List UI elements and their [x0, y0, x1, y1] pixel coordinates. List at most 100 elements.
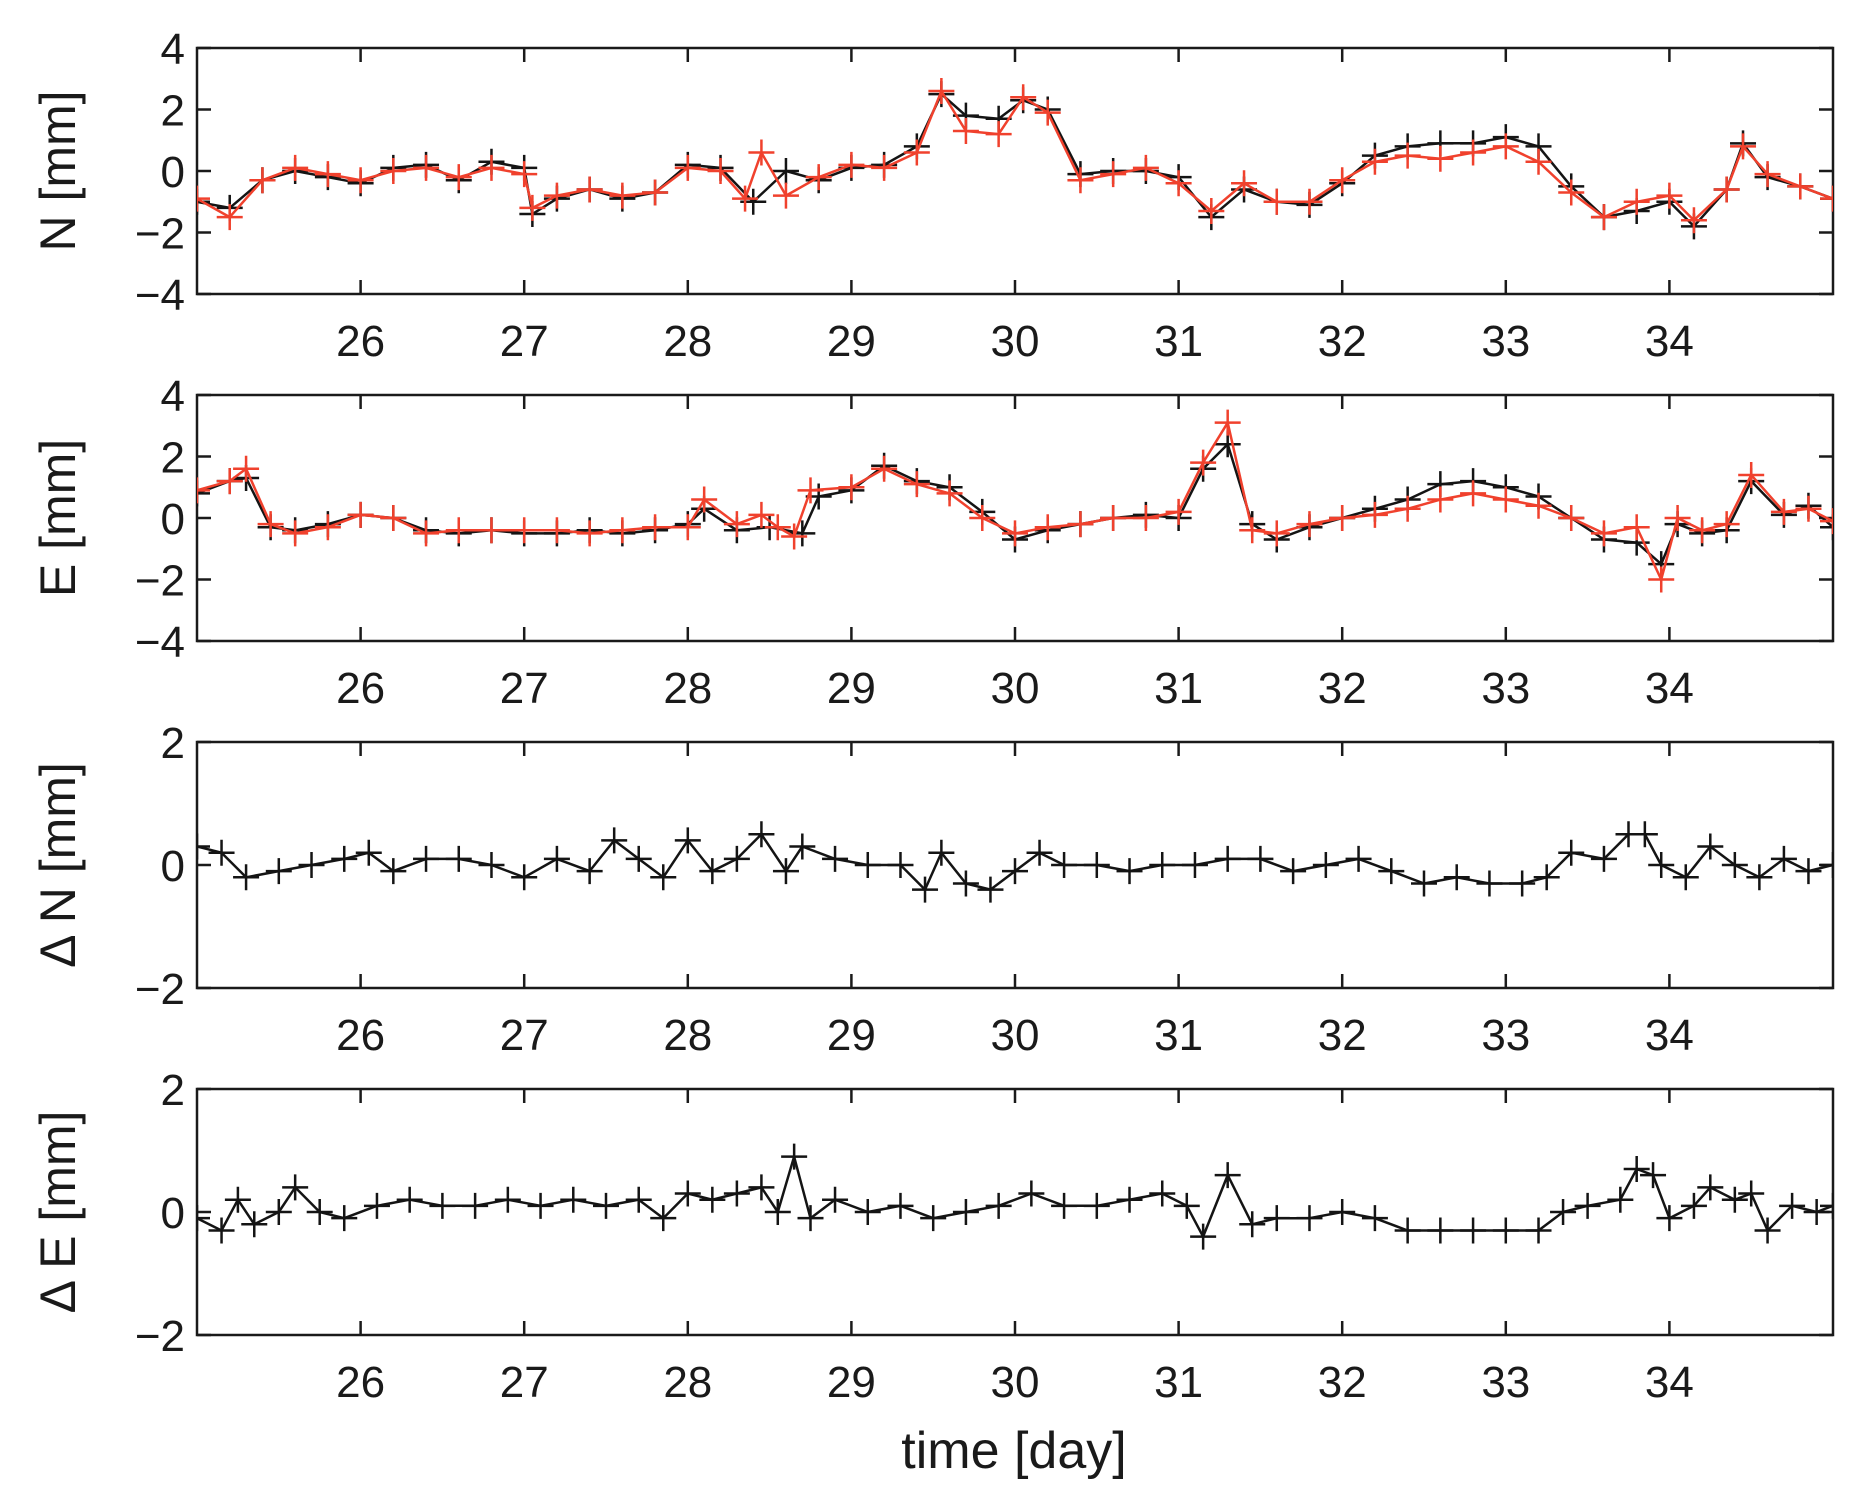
data-point-red-n [1100, 161, 1127, 188]
data-point-difference-dn [1672, 864, 1699, 891]
data-point-red-e [1795, 495, 1822, 522]
data-point-difference-dn [674, 827, 701, 854]
data-point-difference-de [1329, 1199, 1356, 1225]
data-point-red-n [805, 164, 832, 191]
y-axis-label-delta-n: Δ N [mm] [30, 762, 86, 968]
data-point-red-e [314, 514, 341, 541]
data-point-red-e [969, 505, 996, 531]
data-point-difference-dn [1247, 845, 1274, 872]
data-point-red-n [445, 164, 472, 191]
data-point-red-n [1656, 182, 1683, 209]
x-tick-label-e: 26 [336, 664, 385, 713]
data-point-difference-dn [928, 839, 955, 866]
data-point-red-n [1329, 167, 1356, 194]
data-point-red-e [1713, 511, 1740, 538]
data-point-difference-de [920, 1205, 947, 1232]
data-point-black-e [1820, 514, 1833, 541]
data-point-difference-de [1721, 1186, 1748, 1213]
data-point-red-n [1427, 145, 1454, 172]
data-point-difference-dn [233, 864, 260, 891]
data-point-red-e [413, 520, 440, 547]
data-point-difference-de [1051, 1192, 1078, 1219]
data-point-difference-dn [197, 833, 210, 860]
data-point-red-n [903, 139, 930, 166]
data-point-difference-de [1738, 1180, 1765, 1207]
data-point-difference-dn [1083, 852, 1110, 878]
x-tick-label-e: 33 [1481, 664, 1530, 713]
data-point-difference-de [1427, 1217, 1454, 1244]
x-tick-label-n: 34 [1645, 317, 1694, 366]
data-point-red-e [543, 517, 570, 544]
data-point-difference-de [1083, 1192, 1110, 1219]
data-point-difference-dn [887, 852, 914, 878]
data-point-difference-de [593, 1192, 619, 1219]
x-tick-label-de: 26 [336, 1358, 385, 1407]
data-point-difference-dn [576, 858, 603, 885]
data-point-difference-de [527, 1192, 554, 1219]
data-point-red-e [1067, 511, 1094, 538]
data-point-red-e [1296, 511, 1323, 538]
series-difference-dn [197, 821, 1833, 903]
data-point-difference-de [462, 1192, 489, 1219]
data-point-difference-dn [1002, 858, 1028, 885]
data-point-red-e [1623, 514, 1650, 541]
x-tick-label-e: 32 [1318, 664, 1367, 713]
data-point-red-n [642, 179, 669, 206]
x-tick-label-de: 28 [663, 1358, 712, 1407]
y-tick-label-dn: −2 [135, 965, 185, 1014]
data-point-difference-de [282, 1174, 309, 1201]
data-point-red-e [257, 511, 284, 538]
data-point-difference-dn [854, 852, 881, 878]
data-point-red-e [445, 517, 472, 544]
data-point-difference-de [1550, 1199, 1577, 1225]
x-tick-label-de: 33 [1481, 1358, 1530, 1407]
data-point-difference-dn [977, 876, 1004, 903]
data-point-difference-dn [1026, 839, 1053, 866]
data-point-red-e [1263, 520, 1290, 547]
data-point-red-e [1689, 517, 1716, 544]
data-point-red-e [347, 501, 374, 528]
data-point-difference-dn [1181, 852, 1208, 878]
data-point-difference-de [781, 1143, 808, 1170]
data-point-red-n [1492, 133, 1519, 160]
data-point-red-n [838, 151, 865, 178]
data-point-difference-dn [1411, 870, 1437, 897]
data-point-difference-dn [1533, 864, 1560, 891]
data-point-red-e [838, 474, 865, 501]
data-point-difference-dn [298, 852, 325, 878]
data-point-difference-de [265, 1199, 292, 1225]
data-point-difference-de [1803, 1199, 1830, 1225]
x-tick-label-e: 27 [500, 664, 549, 713]
data-point-difference-de [1680, 1192, 1707, 1219]
data-point-difference-de [1190, 1223, 1217, 1250]
data-point-red-e [576, 520, 603, 547]
x-tick-label-de: 30 [991, 1358, 1040, 1407]
x-tick-label-de: 34 [1645, 1358, 1694, 1407]
data-point-black-n [772, 158, 799, 184]
data-point-red-e [1394, 495, 1421, 522]
data-point-difference-de [331, 1205, 358, 1232]
data-point-difference-dn [789, 833, 816, 860]
y-tick-label-e: −2 [135, 557, 185, 606]
data-point-difference-de [1394, 1217, 1421, 1244]
data-point-red-n [1296, 188, 1323, 215]
y-tick-label-dn: 2 [161, 719, 185, 768]
data-point-red-n [413, 154, 440, 181]
data-point-difference-dn [1345, 845, 1372, 872]
data-point-difference-de [1214, 1162, 1241, 1189]
data-point-red-n [380, 158, 407, 184]
data-point-red-n [928, 78, 955, 105]
data-point-difference-dn [413, 845, 440, 872]
data-point-red-n [347, 167, 374, 194]
data-point-difference-de [854, 1199, 881, 1225]
data-point-red-n [1820, 185, 1833, 212]
data-point-difference-dn [265, 858, 292, 885]
data-point-difference-dn [601, 827, 628, 854]
chart-panel-delta-n: Δ N [mm] 26 27 28 29 30 31 32 33 34 −2 0 2 [30, 719, 1835, 1060]
data-point-black-n [197, 188, 210, 215]
data-point-red-n [1263, 188, 1290, 215]
data-point-red-n [1623, 188, 1650, 215]
data-point-red-e [1002, 520, 1028, 547]
data-point-red-e [691, 486, 718, 513]
data-point-red-e [511, 517, 538, 544]
